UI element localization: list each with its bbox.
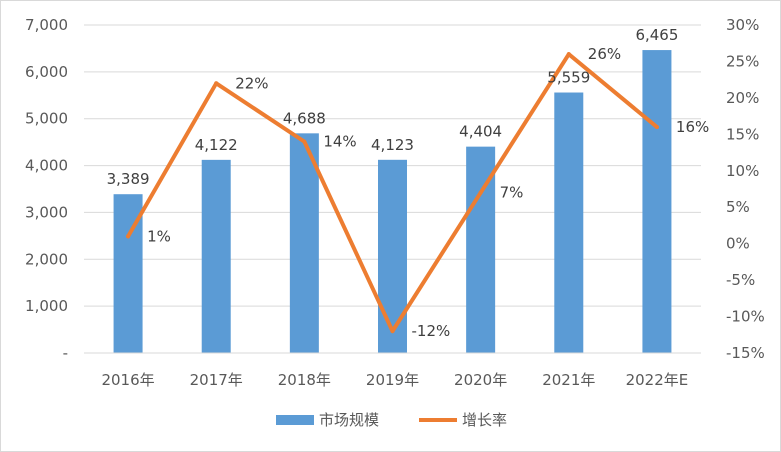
right-tick-label: 20% xyxy=(726,89,759,107)
legend-label-growth-rate: 增长率 xyxy=(462,411,507,429)
right-tick-label: 15% xyxy=(726,125,759,143)
x-tick-label: 2017年 xyxy=(190,371,243,389)
left-tick-label: 3,000 xyxy=(25,203,68,221)
x-tick-label: 2021年 xyxy=(542,371,595,389)
growth-point xyxy=(214,81,219,86)
legend-label-market-size: 市场规模 xyxy=(319,411,379,429)
growth-value-label: 22% xyxy=(235,74,268,92)
bar-value-label: 6,465 xyxy=(635,26,678,44)
left-tick-label: 5,000 xyxy=(25,110,68,128)
growth-point xyxy=(478,190,483,195)
right-tick-label: -15% xyxy=(726,344,765,362)
growth-point xyxy=(390,329,395,334)
bar xyxy=(642,50,672,353)
growth-point xyxy=(566,52,571,57)
legend: 市场规模 增长率 xyxy=(276,411,507,429)
bar-value-label: 4,688 xyxy=(283,109,326,127)
right-tick-label: 5% xyxy=(726,198,750,216)
left-tick-label: 6,000 xyxy=(25,63,68,81)
x-tick-label: 2016年 xyxy=(101,371,154,389)
left-tick-label: 4,000 xyxy=(25,157,68,175)
growth-point xyxy=(654,125,659,130)
bar-value-label: 5,559 xyxy=(547,69,590,87)
right-axis: -15% -10% -5% 0% 5% 10% 15% 20% 25% 30% xyxy=(726,16,765,362)
bar-value-label: 4,122 xyxy=(195,136,238,154)
bar-series xyxy=(113,50,672,353)
growth-point xyxy=(126,234,131,239)
growth-value-label: 14% xyxy=(323,133,356,151)
x-tick-label: 2022年E xyxy=(626,371,689,389)
bar xyxy=(378,159,407,353)
bar-value-label: 4,404 xyxy=(459,123,502,141)
bar-value-label: 4,123 xyxy=(371,136,414,154)
left-tick-label: 1,000 xyxy=(25,297,68,315)
x-tick-label: 2020年 xyxy=(454,371,507,389)
growth-value-label: 1% xyxy=(147,227,171,245)
growth-value-label: 26% xyxy=(588,45,621,63)
left-axis: - 1,000 2,000 3,000 4,000 5,000 6,000 7,000 xyxy=(25,16,68,362)
growth-value-label: 16% xyxy=(676,118,709,136)
data-labels: 3,389 4,122 4,688 4,123 4,404 5,559 6,465 1% 22%… xyxy=(107,26,710,340)
left-tick-label: - xyxy=(63,344,68,362)
right-tick-label: 25% xyxy=(726,52,759,70)
x-axis: 2016年 2017年 2018年 2019年 2020年 2021年 2022年E xyxy=(84,352,701,389)
right-tick-label: -5% xyxy=(726,271,755,289)
right-tick-label: -10% xyxy=(726,308,765,326)
right-tick-label: 30% xyxy=(726,16,759,34)
left-tick-label: 7,000 xyxy=(25,16,68,34)
bar xyxy=(201,159,231,353)
bar-value-label: 3,389 xyxy=(107,170,150,188)
right-tick-label: 10% xyxy=(726,162,759,180)
legend-swatch-market-size xyxy=(276,415,314,425)
line-series xyxy=(126,52,659,334)
x-tick-label: 2018年 xyxy=(278,371,331,389)
x-tick-label: 2019年 xyxy=(366,371,419,389)
bar xyxy=(554,92,584,353)
growth-point xyxy=(302,139,307,144)
left-tick-label: 2,000 xyxy=(25,250,68,268)
right-tick-label: 0% xyxy=(726,235,750,253)
growth-value-label: -12% xyxy=(412,322,451,340)
bar xyxy=(289,133,319,353)
growth-value-label: 7% xyxy=(500,184,524,202)
